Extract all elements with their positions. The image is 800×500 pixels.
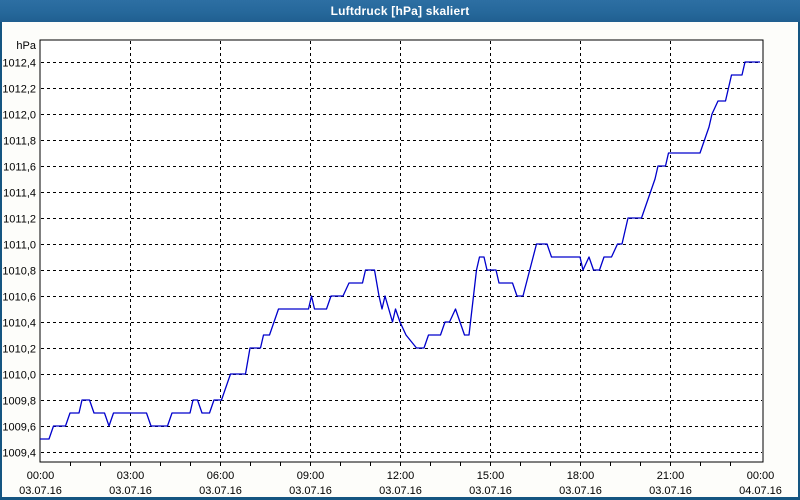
y-axis-tick-label: 1012,2 <box>2 84 36 96</box>
window-border-right <box>798 22 800 500</box>
x-axis-time-label: 09:00 <box>297 470 325 482</box>
x-axis-date-label: 03.07.16 <box>469 485 512 497</box>
pressure-series-line <box>40 61 760 440</box>
y-axis-tick-label: 1011,0 <box>3 240 36 252</box>
y-axis-tick-label: 1011,2 <box>3 214 36 226</box>
y-axis-tick-label: 1010,8 <box>2 266 36 278</box>
y-axis-tick-label: 1009,6 <box>2 422 36 434</box>
y-axis-tick-label: 1011,8 <box>3 136 36 148</box>
y-axis-tick-label: 1011,4 <box>3 188 36 200</box>
y-axis-tick-label: 1011,6 <box>3 162 36 174</box>
window-title-bar: Luftdruck [hPa] skaliert <box>0 0 800 22</box>
x-axis-time-label: 18:00 <box>567 470 595 482</box>
x-axis-time-label: 00:00 <box>27 470 55 482</box>
y-axis-tick-label: 1012,0 <box>2 110 36 122</box>
x-axis-date-label: 03.07.16 <box>649 485 692 497</box>
window-title: Luftdruck [hPa] skaliert <box>330 4 470 18</box>
x-axis-time-label: 15:00 <box>477 470 505 482</box>
window-border-left <box>0 22 2 500</box>
x-axis-date-label: 03.07.16 <box>19 485 62 497</box>
y-axis-tick-label: 1010,4 <box>2 318 36 330</box>
x-axis-date-label: 03.07.16 <box>559 485 602 497</box>
x-axis-time-label: 06:00 <box>207 470 235 482</box>
window-border-bottom <box>0 497 800 500</box>
x-axis-date-label: 03.07.16 <box>199 485 242 497</box>
x-axis-date-label: 03.07.16 <box>289 485 332 497</box>
x-axis-time-label: 21:00 <box>657 470 685 482</box>
y-axis-tick-label: 1010,6 <box>2 292 36 304</box>
plot-area <box>39 39 764 463</box>
x-axis-date-label: 03.07.16 <box>379 485 422 497</box>
x-axis-time-label: 12:00 <box>387 470 415 482</box>
x-axis-date-label: 04.07.16 <box>739 485 782 497</box>
y-axis-tick-label: 1012,4 <box>2 58 36 70</box>
x-axis-time-label: 03:00 <box>117 470 145 482</box>
y-axis-tick-label: 1009,8 <box>2 396 36 408</box>
y-axis-unit-label: hPa <box>16 40 36 52</box>
y-axis-tick-label: 1009,4 <box>2 448 36 460</box>
x-axis-date-label: 03.07.16 <box>109 485 152 497</box>
x-axis-time-label: 00:00 <box>747 470 775 482</box>
y-axis-tick-label: 1010,2 <box>2 344 36 356</box>
y-axis-tick-label: 1010,0 <box>2 370 36 382</box>
